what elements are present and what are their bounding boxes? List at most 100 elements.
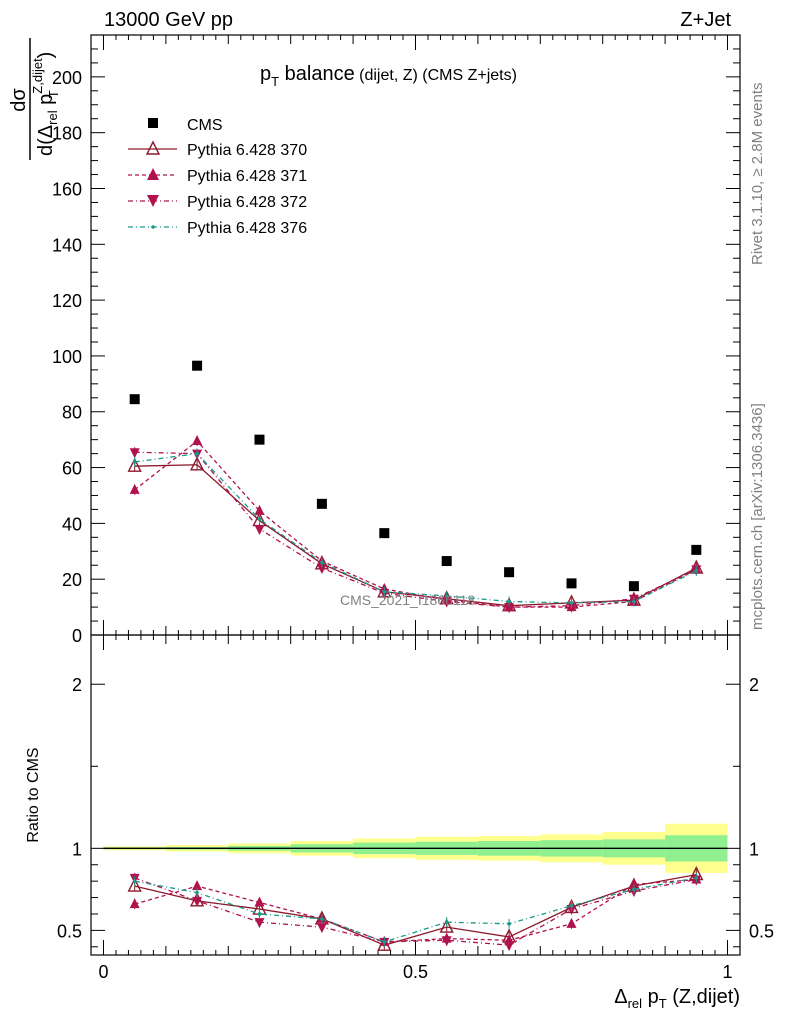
- ratio-mc-point: [195, 890, 199, 895]
- cms-data-point: [192, 360, 203, 371]
- ratio-mc-line-3: [134, 877, 697, 946]
- ratio-mc-point: [628, 878, 639, 889]
- plot-title-main: p: [260, 63, 271, 85]
- process-label: Z+Jet: [680, 9, 731, 31]
- main-y-tick-label: 20: [62, 570, 82, 590]
- legend-label-cms: CMS: [187, 117, 223, 134]
- main-mc-point: [444, 594, 449, 598]
- legend-marker-371: [147, 168, 159, 180]
- main-mc-point: [441, 597, 452, 608]
- main-y-tick-label: 140: [52, 235, 82, 255]
- ratio-mc-point: [254, 896, 265, 907]
- main-mc-point: [192, 435, 203, 446]
- main-mc-point: [632, 599, 636, 604]
- energy-label: 13000 GeV pp: [104, 9, 233, 31]
- main-mc-point: [129, 483, 140, 494]
- ratio-plot-frame: [90, 634, 741, 956]
- main-mc-line: [134, 451, 697, 608]
- main-mc-point: [257, 517, 262, 521]
- legend-marker-cms: [148, 118, 158, 128]
- ratio-mc-point: [320, 917, 324, 921]
- main-mc-point: [195, 451, 199, 456]
- ratio-mc-point: [566, 917, 577, 928]
- main-y-tick-label: 180: [52, 124, 82, 144]
- ratio-mc-point: [132, 879, 137, 883]
- main-y-tick-label: 40: [62, 514, 82, 534]
- main-y-tick-label: 100: [52, 347, 82, 367]
- ratio-mc-point: [694, 876, 699, 880]
- ratio-mc-point: [192, 880, 203, 891]
- ratio-y-axis-label: Ratio to CMS: [25, 747, 42, 842]
- ratio-mc-point: [192, 896, 203, 907]
- main-y-tick-label: 60: [62, 459, 82, 479]
- main-mc-line: [134, 464, 697, 607]
- main-y-tick-label: 120: [52, 291, 82, 311]
- ratio-mc-line-1: [134, 873, 697, 946]
- x-tick-label: 0.5: [403, 962, 428, 982]
- main-mc-point: [254, 504, 265, 515]
- ratio-y-tick-label-right: 1: [749, 839, 759, 859]
- main-y-tick-label: 0: [72, 626, 82, 646]
- rivet-label: Rivet 3.1.10, ≥ 2.8M events: [749, 83, 766, 266]
- ratio-mc-point: [254, 918, 265, 929]
- legend-marker-372: [147, 195, 159, 207]
- legend-marker-370: [145, 140, 161, 155]
- ratio-mc-line-4: [134, 877, 697, 943]
- main-y-tick-label: 200: [52, 68, 82, 88]
- ratio-mc-point: [504, 941, 515, 952]
- plot-title: pT balance (dijet, Z) (CMS Z+jets): [260, 63, 517, 89]
- ratio-mc-point: [129, 898, 140, 909]
- ratio-mc-point: [632, 887, 636, 892]
- y-label-num: dσ: [8, 88, 30, 112]
- cms-data-point: [441, 556, 452, 567]
- cms-data-point: [504, 567, 515, 578]
- legend: CMS Pythia 6.428 370 Pythia 6.428 371 Py…: [128, 117, 307, 237]
- main-mc-point: [507, 599, 511, 604]
- cms-data-point: [129, 394, 140, 405]
- ratio-y-tick-label-right: 0.5: [749, 921, 774, 941]
- ratio-mc-point: [444, 920, 449, 924]
- plot-title-rest: balance: [279, 63, 355, 85]
- plot-title-sub: T: [271, 74, 279, 89]
- main-y-tick-label: 160: [52, 179, 82, 199]
- ratio-y-tick-label-right: 2: [749, 675, 759, 695]
- main-mc-point: [694, 569, 699, 573]
- ratio-mc-point: [507, 922, 511, 926]
- legend-label-371: Pythia 6.428 371: [187, 168, 307, 185]
- main-mc-point: [132, 460, 137, 464]
- main-mc-point: [316, 564, 327, 575]
- main-y-tick-label: 80: [62, 403, 82, 423]
- ratio-mc-point: [569, 903, 574, 908]
- ratio-mc-point: [127, 877, 142, 892]
- mcplots-label: mcplots.cern.ch [arXiv:1306.3436]: [749, 403, 766, 630]
- ratio-y-tick-label: 0.5: [57, 921, 82, 941]
- main-mc-point: [129, 448, 140, 459]
- main-mc-point: [254, 524, 265, 535]
- ratio-mc-point: [257, 912, 262, 916]
- cms-data-point: [379, 528, 390, 539]
- cms-data-point: [254, 434, 265, 445]
- cms-data-point: [316, 498, 327, 509]
- legend-label-376: Pythia 6.428 376: [187, 220, 307, 237]
- ratio-mc-point: [439, 918, 454, 933]
- legend-label-370: Pythia 6.428 370: [187, 142, 307, 159]
- cms-data-point: [691, 544, 702, 555]
- main-mc-point: [382, 589, 387, 594]
- main-y-axis-label: dσ d(Δrel pZ,dijetT): [8, 38, 61, 160]
- analysis-watermark: CMS_2021_I1866118: [340, 592, 475, 608]
- ratio-y-tick-label: 1: [72, 839, 82, 859]
- main-mc-point: [189, 456, 205, 471]
- main-mc-line: [134, 452, 697, 604]
- ratio-mc-line-2: [134, 878, 697, 943]
- legend-label-372: Pythia 6.428 372: [187, 194, 307, 211]
- x-tick-label: 0: [98, 962, 108, 982]
- ratio-y-tick-label: 2: [72, 675, 82, 695]
- cms-data-point: [566, 578, 577, 589]
- ratio-mc-point: [382, 940, 387, 944]
- legend-marker-376: [151, 225, 155, 229]
- main-mc-point: [320, 560, 324, 565]
- ratio-mc-point: [316, 923, 327, 934]
- x-tick-label: 1: [723, 962, 733, 982]
- cms-data-point: [628, 581, 639, 592]
